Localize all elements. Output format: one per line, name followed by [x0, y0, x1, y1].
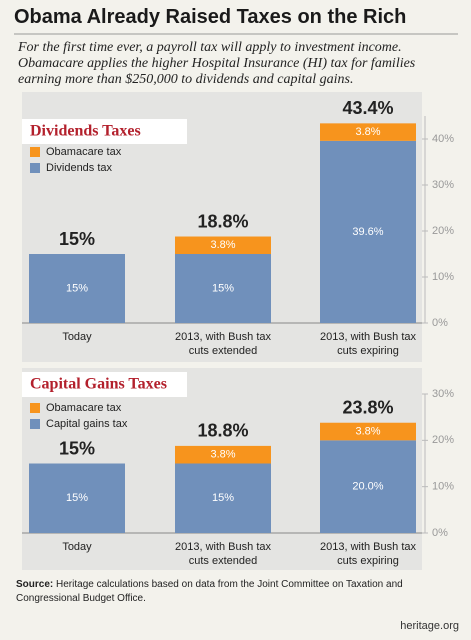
total-label: 15%	[59, 438, 95, 458]
value-label: 15%	[212, 492, 234, 504]
legend-label: Capital gains tax	[46, 418, 128, 430]
source: Source: Heritage calculations based on d…	[16, 578, 456, 606]
source-label: Source:	[16, 579, 54, 590]
subtitle: For the first time ever, a payroll tax w…	[18, 40, 416, 87]
value-label: 15%	[212, 282, 234, 294]
value-label: 3.8%	[355, 126, 380, 138]
bar-segment	[175, 445, 271, 464]
value-label: 3.8%	[210, 239, 235, 251]
page-title: Obama Already Raised Taxes on the Rich	[14, 6, 407, 28]
bar-segment	[29, 254, 125, 323]
total-label: 15%	[59, 229, 95, 249]
y-tick-label: 30%	[432, 388, 454, 400]
chart-title: Dividends Taxes	[30, 123, 141, 140]
y-tick-label: 40%	[432, 133, 454, 145]
chart-title: Capital Gains Taxes	[30, 376, 167, 393]
value-label: 20.0%	[352, 481, 383, 493]
legend-swatch	[30, 403, 40, 413]
bar-segment	[320, 123, 416, 141]
total-label: 18.8%	[197, 421, 248, 441]
y-tick-label: 10%	[432, 481, 454, 493]
value-label: 3.8%	[210, 449, 235, 461]
legend-label: Dividends tax	[46, 162, 113, 174]
legend-label: Obamacare tax	[46, 146, 122, 158]
y-tick-label: 10%	[432, 271, 454, 283]
title-box	[22, 119, 187, 144]
legend-swatch	[30, 163, 40, 173]
total-label: 23.8%	[342, 397, 393, 417]
x-tick-label: 2013, with Bush tax cuts extended	[174, 541, 271, 567]
x-tick-label: 2013, with Bush tax cuts extended	[174, 331, 271, 357]
x-tick-label: 2013, with Bush tax cuts expiring	[319, 541, 416, 567]
bar-segment	[175, 254, 271, 323]
logo: heritage.org	[400, 620, 459, 632]
bar-segment	[320, 140, 416, 323]
bar-segment	[320, 440, 416, 533]
y-tick-label: 0%	[432, 317, 448, 329]
title-box	[22, 372, 187, 397]
value-label: 3.8%	[355, 425, 380, 437]
value-label: 15%	[66, 492, 88, 504]
x-tick-label: 2013, with Bush tax cuts expiring	[319, 331, 416, 357]
bar-segment	[175, 236, 271, 254]
source-text: Heritage calculations based on data from…	[16, 579, 403, 604]
x-tick-label: Today	[62, 541, 92, 553]
y-tick-label: 20%	[432, 225, 454, 237]
bar-segment	[320, 422, 416, 441]
bar-segment	[29, 463, 125, 533]
total-label: 18.8%	[197, 211, 248, 231]
total-label: 43.4%	[342, 98, 393, 118]
legend-swatch	[30, 147, 40, 157]
bar-segment	[175, 463, 271, 533]
y-tick-label: 20%	[432, 434, 454, 446]
y-tick-label: 0%	[432, 527, 448, 539]
y-tick-label: 30%	[432, 179, 454, 191]
legend-swatch	[30, 419, 40, 429]
x-tick-label: Today	[62, 331, 92, 343]
value-label: 15%	[66, 282, 88, 294]
legend-label: Obamacare tax	[46, 402, 122, 414]
value-label: 39.6%	[352, 226, 383, 238]
